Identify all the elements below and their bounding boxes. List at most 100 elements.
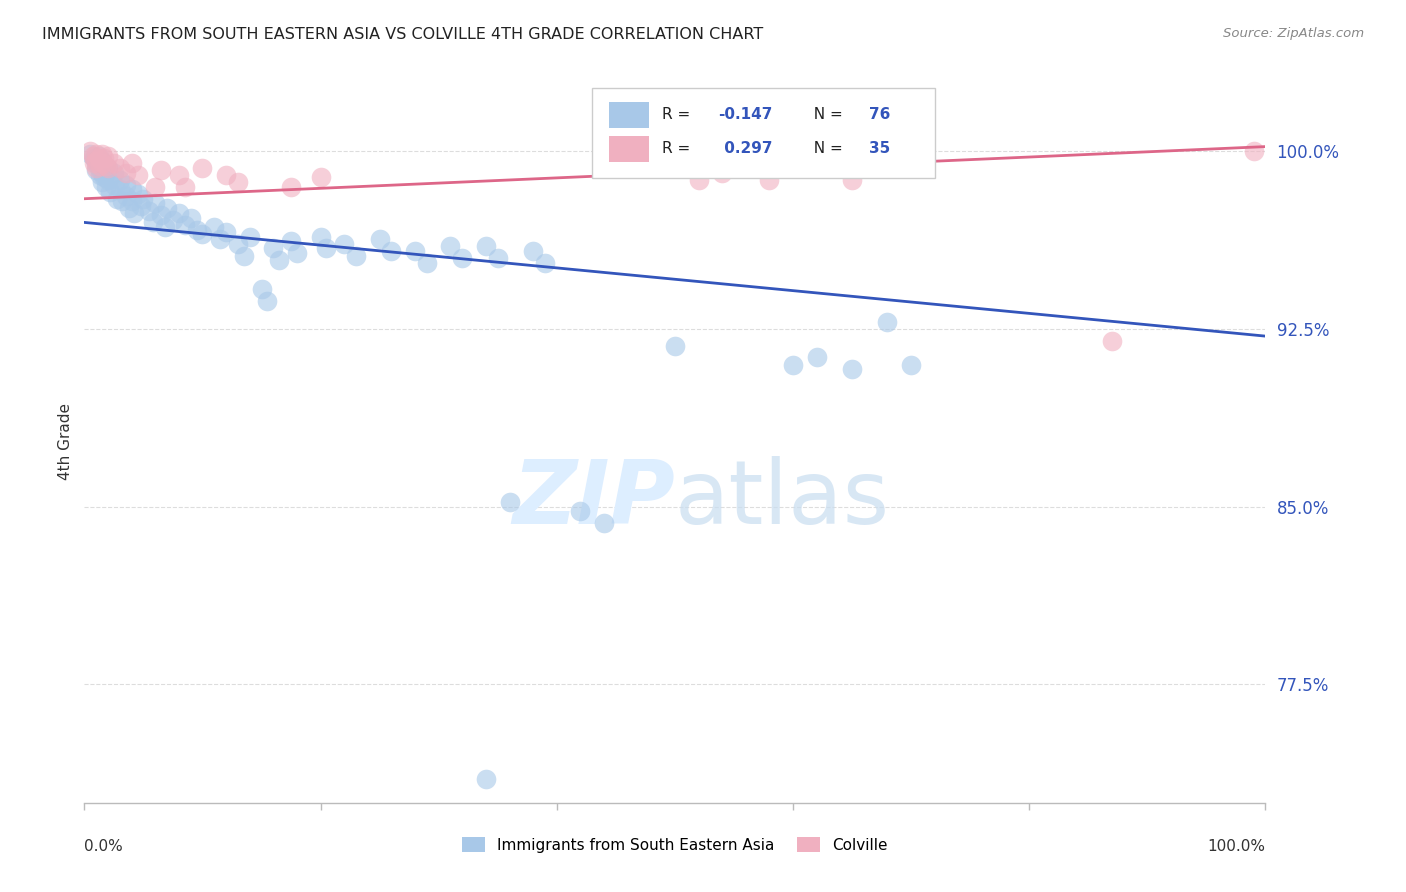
Point — [156, 201, 179, 215]
Point — [782, 358, 804, 372]
Point — [114, 166, 136, 180]
Point — [103, 178, 125, 192]
Text: ZIP: ZIP — [512, 456, 675, 543]
Point — [900, 358, 922, 372]
Text: IMMIGRANTS FROM SOUTH EASTERN ASIA VS COLVILLE 4TH GRADE CORRELATION CHART: IMMIGRANTS FROM SOUTH EASTERN ASIA VS CO… — [42, 27, 763, 42]
Legend: Immigrants from South Eastern Asia, Colville: Immigrants from South Eastern Asia, Colv… — [454, 829, 896, 860]
Point — [93, 159, 115, 173]
Point — [167, 168, 190, 182]
Point — [404, 244, 426, 258]
Text: Source: ZipAtlas.com: Source: ZipAtlas.com — [1223, 27, 1364, 40]
Point — [150, 163, 173, 178]
Point — [315, 242, 337, 256]
Point — [215, 225, 238, 239]
Point — [87, 152, 110, 166]
Point — [232, 249, 254, 263]
Point — [675, 161, 697, 175]
Text: 35: 35 — [869, 142, 890, 156]
Point — [91, 146, 114, 161]
Point — [91, 166, 114, 180]
Text: 76: 76 — [869, 107, 890, 122]
Point — [84, 156, 107, 170]
Point — [143, 196, 166, 211]
Point — [103, 166, 125, 180]
Point — [1243, 145, 1265, 159]
Point — [153, 220, 176, 235]
Point — [285, 246, 308, 260]
Point — [191, 227, 214, 242]
Point — [122, 206, 145, 220]
Point — [269, 253, 291, 268]
Point — [87, 149, 110, 163]
Point — [138, 203, 160, 218]
Point — [475, 772, 498, 786]
Point — [108, 161, 131, 175]
Point — [108, 173, 131, 187]
FancyBboxPatch shape — [609, 102, 650, 128]
Point — [226, 175, 249, 189]
Point — [94, 180, 117, 194]
Text: R =: R = — [662, 107, 695, 122]
Point — [841, 362, 863, 376]
Point — [522, 244, 544, 258]
Point — [142, 215, 165, 229]
Point — [127, 168, 149, 182]
FancyBboxPatch shape — [609, 136, 650, 162]
FancyBboxPatch shape — [592, 87, 935, 178]
Point — [451, 251, 474, 265]
Point — [569, 504, 592, 518]
Point — [534, 255, 557, 269]
Point — [180, 211, 202, 225]
Point — [215, 168, 238, 182]
Point — [664, 338, 686, 352]
Point — [711, 166, 734, 180]
Point — [262, 242, 284, 256]
Text: atlas: atlas — [675, 456, 890, 543]
Point — [82, 149, 104, 163]
Point — [89, 159, 111, 173]
Point — [83, 156, 105, 170]
Point — [593, 516, 616, 531]
Point — [84, 161, 107, 175]
Point — [167, 206, 190, 220]
Point — [91, 153, 114, 168]
Point — [280, 235, 302, 249]
Point — [150, 208, 173, 222]
Point — [333, 236, 356, 251]
Point — [498, 495, 520, 509]
Point — [209, 232, 232, 246]
Point — [91, 175, 114, 189]
Point — [309, 229, 332, 244]
Text: R =: R = — [662, 142, 695, 156]
Text: N =: N = — [804, 107, 848, 122]
Point — [173, 218, 195, 232]
Point — [79, 146, 101, 161]
Point — [97, 161, 120, 175]
Point — [127, 186, 149, 201]
Point — [1101, 334, 1123, 348]
Point — [256, 293, 278, 308]
Point — [475, 239, 498, 253]
Point — [129, 199, 152, 213]
Point — [108, 182, 131, 196]
Point — [309, 170, 332, 185]
Point — [84, 153, 107, 168]
Point — [121, 156, 143, 170]
Point — [173, 180, 195, 194]
Point — [758, 173, 780, 187]
Point — [830, 161, 852, 175]
Point — [121, 182, 143, 196]
Point — [226, 236, 249, 251]
Point — [806, 351, 828, 365]
Point — [876, 315, 898, 329]
Text: 0.0%: 0.0% — [84, 838, 124, 854]
Point — [83, 152, 105, 166]
Point — [121, 194, 143, 208]
Point — [380, 244, 402, 258]
Point — [94, 159, 117, 173]
Y-axis label: 4th Grade: 4th Grade — [58, 403, 73, 480]
Point — [132, 192, 155, 206]
Point — [91, 156, 114, 170]
Point — [688, 173, 710, 187]
Point — [239, 229, 262, 244]
